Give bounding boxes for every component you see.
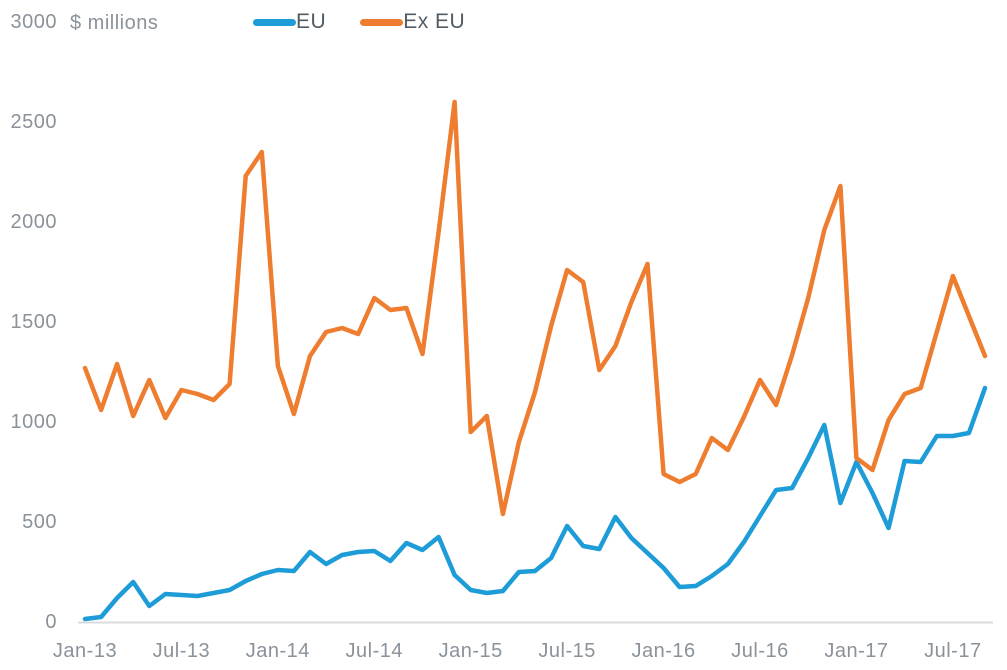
x-tick-label: Jul-13 xyxy=(152,640,211,662)
x-tick-label: Jan-15 xyxy=(438,640,503,662)
legend-item-eu: EU xyxy=(253,10,326,34)
x-tick-label: Jan-16 xyxy=(631,640,696,662)
y-tick-label: 500 xyxy=(22,511,57,533)
y-tick-label: 0 xyxy=(45,611,57,633)
y-axis-units-label: $ millions xyxy=(70,12,159,34)
exeu-series-line xyxy=(82,99,988,517)
x-tick-label: Jul-16 xyxy=(731,640,789,662)
x-tick-label: Jan-13 xyxy=(52,640,118,662)
x-tick-label: Jan-14 xyxy=(245,640,310,662)
eu-series-line xyxy=(82,385,988,622)
x-tick-label: Jan-17 xyxy=(824,640,889,662)
exeu-legend-swatch xyxy=(360,18,404,26)
y-tick-label: 1000 xyxy=(10,411,57,433)
x-tick-label: Jul-17 xyxy=(924,640,982,662)
y-tick-label: 2500 xyxy=(10,111,57,133)
y-tick-label: 1500 xyxy=(10,311,57,333)
legend-item-exeu: Ex EU xyxy=(360,10,465,34)
x-tick-label: Jul-14 xyxy=(345,640,404,662)
y-tick-label: 2000 xyxy=(10,211,57,233)
eu-legend-label: EU xyxy=(296,10,327,33)
exeu-legend-label: Ex EU xyxy=(403,10,466,33)
y-tick-label: 3000 xyxy=(10,11,57,33)
eu-legend-swatch xyxy=(253,18,296,26)
chart-legend: EU Ex EU xyxy=(253,10,465,34)
x-tick-label: Jul-15 xyxy=(538,640,596,662)
